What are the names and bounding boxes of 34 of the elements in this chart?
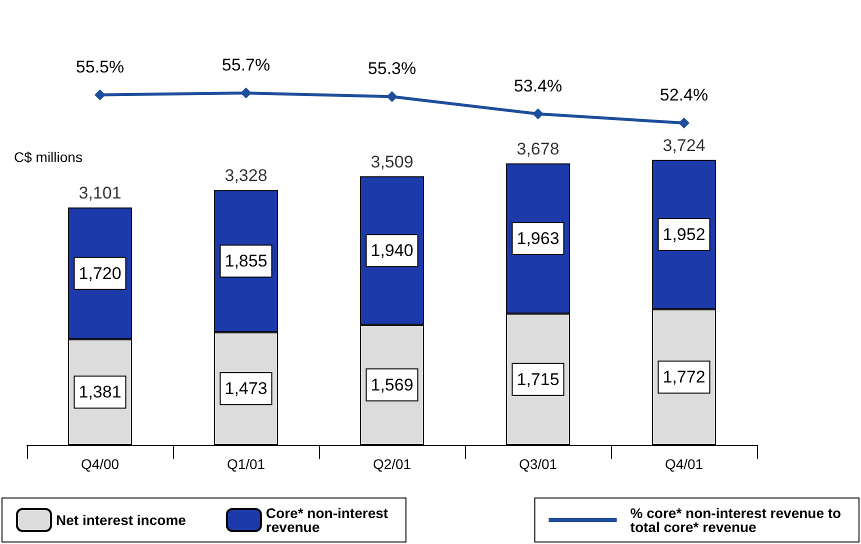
point <box>678 118 690 128</box>
total-label: 3,678 <box>516 139 560 158</box>
data-label: 55.5% <box>76 57 124 76</box>
data-label: 1,569 <box>370 375 414 394</box>
data-label: 1,952 <box>662 225 706 244</box>
x-tick-label: Q3/01 <box>518 456 558 472</box>
data-label: 1,381 <box>78 382 122 402</box>
legend-label: % core* non-interest revenue to total core* revenue <box>630 505 845 535</box>
legend-label: Core* non-interest revenue <box>266 505 392 535</box>
y-axis-title: C$ millions <box>14 149 82 165</box>
data-label: 1,963 <box>516 229 560 248</box>
data-label: 1,940 <box>370 241 414 260</box>
data-label: 1,720 <box>78 264 122 283</box>
point <box>94 89 106 100</box>
data-label: 52.4% <box>660 86 708 104</box>
point <box>532 108 544 120</box>
data-label: 1,855 <box>224 252 268 271</box>
total-label: 3,724 <box>662 136 706 155</box>
total-label: 3,101 <box>78 184 122 203</box>
point <box>240 88 252 98</box>
x-tick-label: Q1/01 <box>226 456 266 472</box>
total-label: 3,328 <box>224 166 268 186</box>
x-tick-label: Q4/00 <box>80 456 120 472</box>
point <box>386 91 398 102</box>
data-label: 1,715 <box>516 370 560 389</box>
x-tick-label: Q2/01 <box>372 456 412 472</box>
data-label: 55.7% <box>222 56 270 74</box>
total-label: 3,509 <box>370 152 414 172</box>
data-label: 55.3% <box>368 59 416 78</box>
legend-label: Net interest income <box>56 512 186 528</box>
data-label: 53.4% <box>514 76 562 96</box>
data-label: 1,473 <box>224 379 268 398</box>
data-label: 1,772 <box>662 368 706 387</box>
x-tick-label: Q4/01 <box>664 456 704 472</box>
